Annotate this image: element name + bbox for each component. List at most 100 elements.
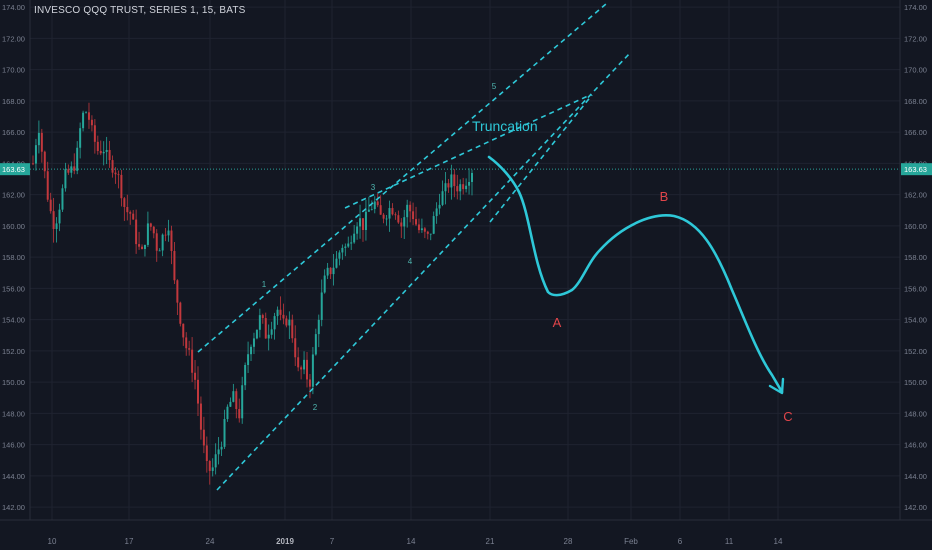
projected-abc-path [487, 155, 784, 394]
candle-body [356, 226, 359, 234]
candle-body [353, 233, 356, 243]
candlesticks [32, 102, 473, 485]
y-tick-label-left: 154.00 [2, 316, 25, 325]
candle-body [138, 244, 141, 247]
y-tick-label-right: 166.00 [904, 128, 927, 137]
wave-trendline [344, 94, 591, 209]
x-tick-label: 14 [774, 537, 783, 546]
candle-body [288, 319, 291, 326]
candle-body [52, 211, 55, 230]
candle-body [241, 385, 244, 419]
last-price-text-left: 163.63 [2, 165, 25, 174]
candle-body [199, 403, 202, 430]
candle-body [456, 186, 459, 192]
candle-body [61, 188, 64, 210]
candle-body [167, 230, 170, 236]
candle-body [423, 228, 426, 232]
y-tick-label-right: 146.00 [904, 441, 927, 450]
candle-body [244, 364, 247, 386]
y-tick-label-right: 170.00 [904, 66, 927, 75]
candle-body [297, 357, 300, 368]
candle-body [459, 184, 462, 192]
candle-body [273, 316, 276, 330]
candle-body [261, 315, 264, 319]
y-tick-label-left: 158.00 [2, 253, 25, 262]
y-tick-label-right: 156.00 [904, 284, 927, 293]
x-tick-label: 11 [725, 537, 734, 546]
candle-body [226, 406, 229, 420]
candle-body [350, 242, 353, 244]
candle-body [123, 198, 126, 208]
candle-body [311, 354, 314, 387]
y-tick-label-left: 168.00 [2, 97, 25, 106]
wave-label-4: 4 [408, 257, 413, 266]
candle-body [173, 251, 176, 281]
candle-body [400, 222, 403, 227]
y-tick-label-right: 144.00 [904, 472, 927, 481]
candle-body [129, 212, 132, 214]
wave-trendline [489, 94, 593, 223]
candle-body [429, 233, 432, 235]
candle-body [64, 169, 67, 189]
candle-body [205, 445, 208, 461]
candle-body [250, 346, 253, 355]
y-tick-label-left: 172.00 [2, 34, 25, 43]
candle-body [391, 208, 394, 215]
last-price-text-right: 163.63 [904, 165, 927, 174]
y-tick-label-right: 168.00 [904, 97, 927, 106]
candle-body [441, 191, 444, 205]
wave-drawings [197, 3, 785, 491]
y-tick-label-right: 158.00 [904, 253, 927, 262]
candle-body [367, 209, 370, 212]
candle-body [32, 163, 34, 165]
candle-body [364, 211, 367, 231]
candle-body [397, 215, 400, 223]
candle-body [403, 217, 406, 227]
candle-body [294, 338, 297, 358]
candle-body [85, 112, 88, 114]
candle-body [211, 467, 214, 471]
candle-body [158, 250, 161, 252]
candle-body [161, 234, 164, 251]
wave-label-C: C [783, 409, 792, 424]
candle-body [258, 315, 261, 330]
candle-body [155, 233, 158, 251]
candle-body [361, 218, 364, 231]
candle-body [426, 231, 429, 234]
candle-body [285, 318, 288, 326]
y-tick-label-left: 162.00 [2, 191, 25, 200]
last-price-badge-right [901, 163, 932, 176]
candle-body [465, 185, 468, 190]
wave-label-A: A [553, 315, 562, 330]
arrow-head [768, 377, 785, 395]
candle-body [96, 141, 99, 152]
candle-body [462, 184, 465, 190]
candle-body [291, 319, 294, 339]
candle-body [67, 169, 70, 173]
y-tick-label-right: 174.00 [904, 3, 927, 12]
candle-body [409, 204, 412, 212]
wave-trendline [197, 3, 607, 353]
candle-body [126, 207, 129, 213]
candle-body [412, 211, 415, 220]
candle-body [235, 391, 238, 410]
candle-body [146, 223, 149, 245]
y-tick-label-left: 174.00 [2, 3, 25, 12]
x-tick-label: 28 [564, 537, 573, 546]
candle-body [176, 280, 179, 303]
wave-label-2: 2 [313, 403, 318, 412]
candle-body [108, 149, 111, 161]
candle-body [417, 224, 420, 231]
candle-body [185, 337, 188, 349]
candle-body [223, 419, 226, 447]
candle-body [196, 379, 199, 404]
candle-body [323, 275, 326, 293]
candle-body [468, 181, 471, 186]
candle-body [194, 372, 197, 380]
candle-body [444, 183, 447, 192]
candle-body [379, 205, 382, 215]
wave-trendline [216, 52, 631, 491]
candle-body [335, 258, 338, 268]
